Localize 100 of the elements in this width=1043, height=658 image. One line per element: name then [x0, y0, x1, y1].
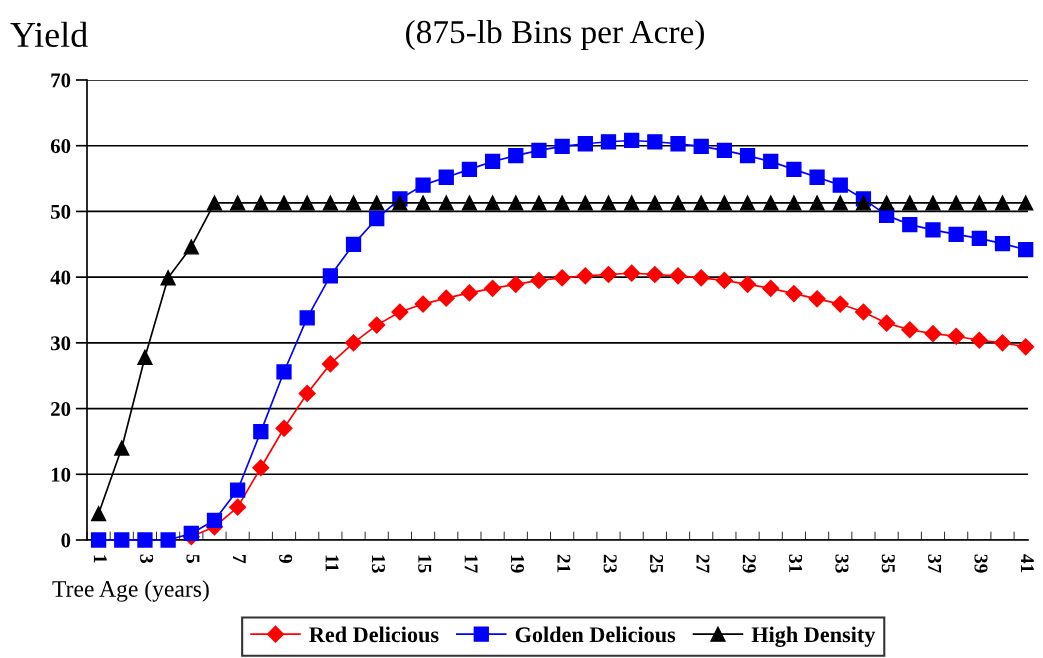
point — [345, 195, 362, 211]
point — [484, 195, 501, 211]
point — [276, 195, 292, 211]
x-tick-label: 9 — [279, 554, 293, 563]
point — [902, 195, 918, 211]
x-tick-label: 33 — [835, 554, 849, 573]
point — [392, 195, 408, 211]
x-tick-label: 41 — [1021, 554, 1034, 573]
point — [137, 532, 153, 548]
point — [739, 275, 757, 293]
point — [554, 195, 570, 211]
point — [716, 195, 733, 211]
x-axis-title: Tree Age (years) — [52, 580, 209, 602]
point — [461, 161, 478, 178]
point — [299, 310, 315, 326]
point — [600, 134, 617, 150]
point — [276, 364, 292, 380]
point — [1017, 338, 1035, 356]
point — [576, 267, 594, 285]
point — [484, 279, 502, 297]
point — [344, 334, 363, 352]
point — [878, 195, 895, 211]
point — [90, 506, 107, 522]
point — [763, 153, 779, 170]
point — [948, 195, 964, 211]
x-tick-label: 29 — [742, 554, 756, 573]
y-tick-label: 20 — [51, 401, 71, 416]
x-tick-label: 5 — [186, 554, 200, 563]
legend-label: Red Delicious — [309, 626, 439, 643]
y-tick-label: 70 — [51, 73, 71, 88]
point — [508, 147, 524, 164]
point — [739, 195, 756, 211]
point — [253, 423, 269, 440]
point — [345, 236, 362, 252]
x-tick-label: 17 — [464, 555, 478, 573]
point — [230, 482, 246, 498]
point — [993, 334, 1012, 352]
x-tick-label: 11 — [325, 555, 339, 572]
legend-label: High Density — [751, 626, 876, 647]
point — [531, 195, 547, 211]
point — [785, 285, 803, 303]
point — [647, 134, 663, 150]
point — [577, 136, 593, 152]
point — [716, 142, 733, 158]
y-tick-label: 10 — [51, 467, 71, 482]
point — [970, 331, 988, 349]
point — [902, 216, 918, 233]
point — [623, 264, 641, 282]
point — [971, 230, 987, 247]
point — [461, 195, 478, 211]
x-tick-label: 31 — [789, 554, 803, 573]
point — [832, 177, 848, 193]
point — [670, 195, 686, 211]
point — [855, 195, 872, 211]
point — [253, 195, 269, 211]
y-tick-label: 40 — [50, 270, 71, 285]
y-tick-label: 0 — [61, 533, 71, 548]
y-tick-label: 30 — [50, 336, 71, 351]
point — [692, 269, 710, 287]
point — [90, 532, 107, 548]
point — [298, 384, 316, 403]
point — [369, 211, 385, 227]
point — [647, 195, 663, 211]
legend-label: Golden Delicious — [515, 626, 676, 643]
point — [391, 303, 409, 321]
point — [484, 153, 501, 170]
point — [415, 177, 431, 193]
x-tick-label: 27 — [696, 554, 710, 573]
point — [229, 498, 247, 516]
point — [114, 532, 130, 548]
point — [183, 525, 199, 542]
point — [554, 138, 570, 155]
point — [786, 161, 802, 178]
point — [114, 440, 130, 456]
point — [531, 142, 547, 158]
point — [693, 195, 709, 211]
x-tick-label: 19 — [510, 555, 524, 573]
point — [183, 239, 199, 255]
point — [739, 147, 756, 164]
point — [715, 271, 733, 289]
point — [624, 132, 640, 149]
point — [669, 267, 687, 285]
point — [809, 195, 825, 211]
point — [414, 295, 432, 313]
x-tick-label: 15 — [418, 555, 432, 573]
point — [924, 325, 942, 343]
point — [948, 226, 964, 243]
x-tick-label: 21 — [557, 554, 571, 573]
point — [994, 235, 1011, 252]
point — [299, 195, 315, 211]
point — [137, 349, 153, 365]
point — [809, 169, 825, 185]
point — [368, 316, 386, 334]
point — [230, 195, 246, 211]
point — [577, 195, 593, 211]
point — [786, 195, 802, 211]
point — [832, 195, 848, 211]
point — [438, 195, 454, 211]
point — [438, 169, 454, 185]
point — [321, 355, 339, 373]
